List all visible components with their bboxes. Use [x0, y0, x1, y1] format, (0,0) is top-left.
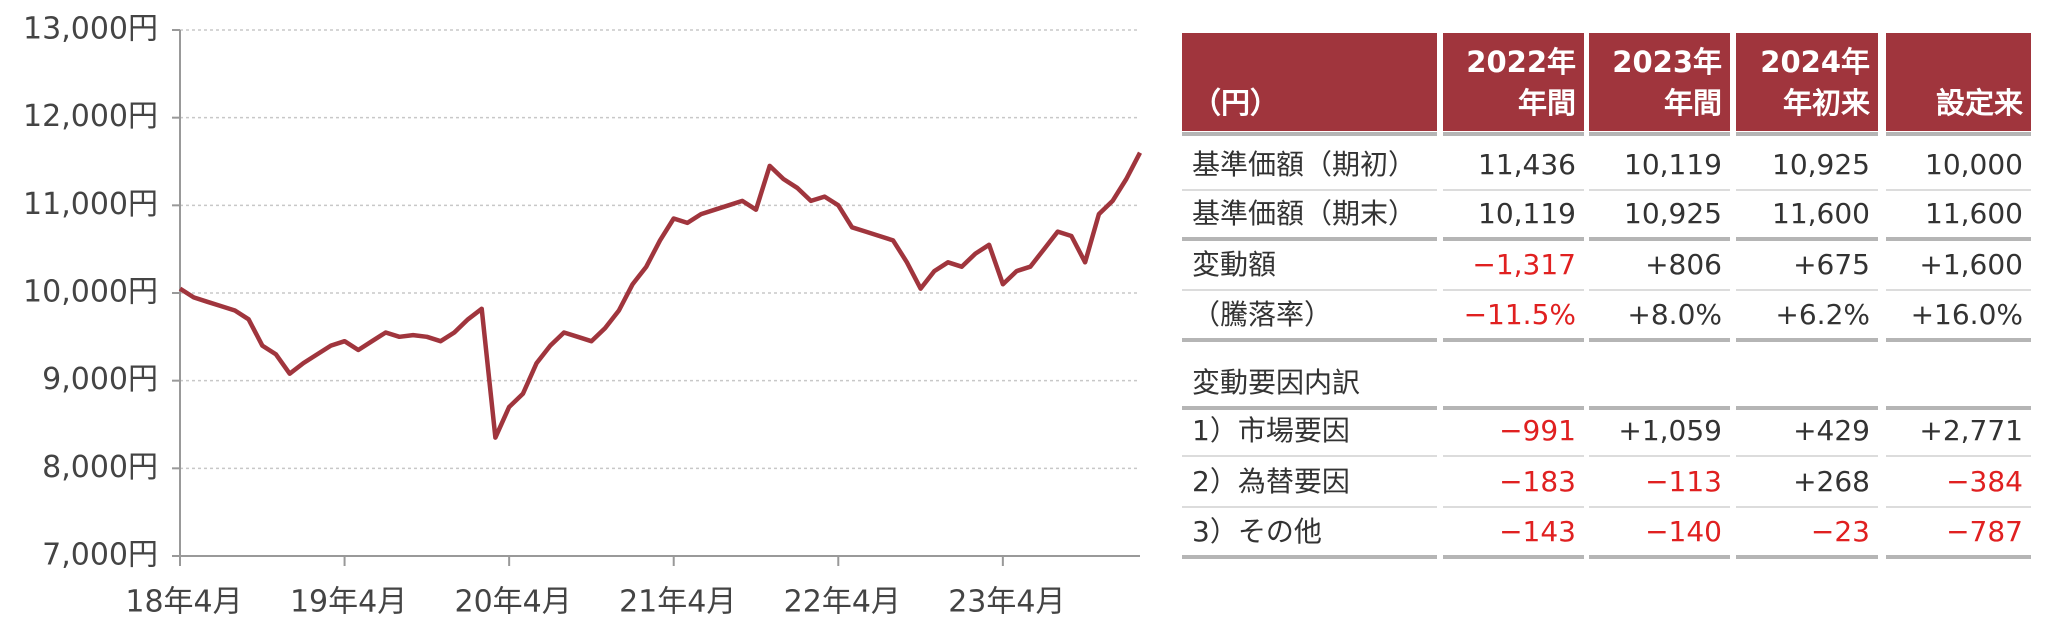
x-tick-label: 18年4月 [125, 585, 242, 620]
x-tick-label: 23年4月 [948, 585, 1065, 620]
header-text: 年間 [1664, 86, 1722, 120]
header-text: 2023年 [1612, 45, 1722, 79]
cell-value: −384 [1946, 465, 2023, 498]
y-tick-label: 12,000円 [23, 99, 158, 134]
row-label: 3）その他 [1192, 515, 1322, 548]
row-label: 基準価額（期初） [1192, 148, 1416, 181]
cell-value: 10,000 [1925, 148, 2023, 181]
x-tick-label: 21年4月 [619, 585, 736, 620]
row-label: 1）市場要因 [1192, 414, 1350, 447]
cell-value: −991 [1499, 414, 1576, 447]
cell-value: +6.2% [1775, 298, 1870, 331]
price-line [178, 151, 1142, 440]
header-cell [1736, 33, 1878, 131]
cell-value: +16.0% [1911, 298, 2023, 331]
cell-value: 11,436 [1478, 148, 1576, 181]
cell-value: −787 [1946, 515, 2023, 548]
cell-value: +806 [1645, 248, 1722, 281]
y-tick-label: 8,000円 [42, 450, 158, 485]
row-label: 基準価額（期末） [1192, 197, 1416, 230]
header-text: （円） [1192, 86, 1279, 120]
cell-value: 10,119 [1478, 197, 1576, 230]
y-tick-label: 7,000円 [42, 538, 158, 573]
cell-value: 11,600 [1772, 197, 1870, 230]
header-text: 2024年 [1760, 45, 1870, 79]
x-tick-label: 22年4月 [784, 585, 901, 620]
cell-value: −11.5% [1464, 298, 1576, 331]
header-cell [1886, 33, 2031, 131]
cell-value: +429 [1793, 414, 1870, 447]
x-tick-label: 20年4月 [455, 585, 572, 620]
cell-value: +1,600 [1919, 248, 2023, 281]
cell-value: −23 [1811, 515, 1870, 548]
y-tick-label: 11,000円 [23, 187, 158, 222]
row-label: （騰落率） [1192, 298, 1332, 331]
cell-value: −113 [1645, 465, 1722, 498]
header-cell [1182, 33, 1437, 131]
cell-value: 10,119 [1624, 148, 1722, 181]
y-tick-label: 9,000円 [42, 362, 158, 397]
cell-value: 10,925 [1772, 148, 1870, 181]
header-text: 2022年 [1466, 45, 1576, 79]
header-cell [1589, 33, 1730, 131]
cell-value: −140 [1645, 515, 1722, 548]
cell-value: −183 [1499, 465, 1576, 498]
row-label: 変動要因内訳 [1192, 366, 1360, 399]
cell-value: 10,925 [1624, 197, 1722, 230]
cell-value: +268 [1793, 465, 1870, 498]
cell-value: +2,771 [1919, 414, 2023, 447]
cell-value: +1,059 [1618, 414, 1722, 447]
row-label: 2）為替要因 [1192, 465, 1350, 498]
x-tick-label: 19年4月 [290, 585, 407, 620]
cell-value: −143 [1499, 515, 1576, 548]
header-text: 年初来 [1783, 86, 1870, 120]
header-cell [1443, 33, 1584, 131]
cell-value: +8.0% [1627, 298, 1722, 331]
y-tick-label: 13,000円 [23, 12, 158, 47]
cell-value: +675 [1793, 248, 1870, 281]
row-label: 変動額 [1192, 248, 1276, 281]
y-tick-label: 10,000円 [23, 275, 158, 310]
cell-value: −1,317 [1472, 248, 1576, 281]
cell-value: 11,600 [1925, 197, 2023, 230]
header-text: 年間 [1518, 86, 1576, 120]
header-text: 設定来 [1936, 86, 2023, 120]
